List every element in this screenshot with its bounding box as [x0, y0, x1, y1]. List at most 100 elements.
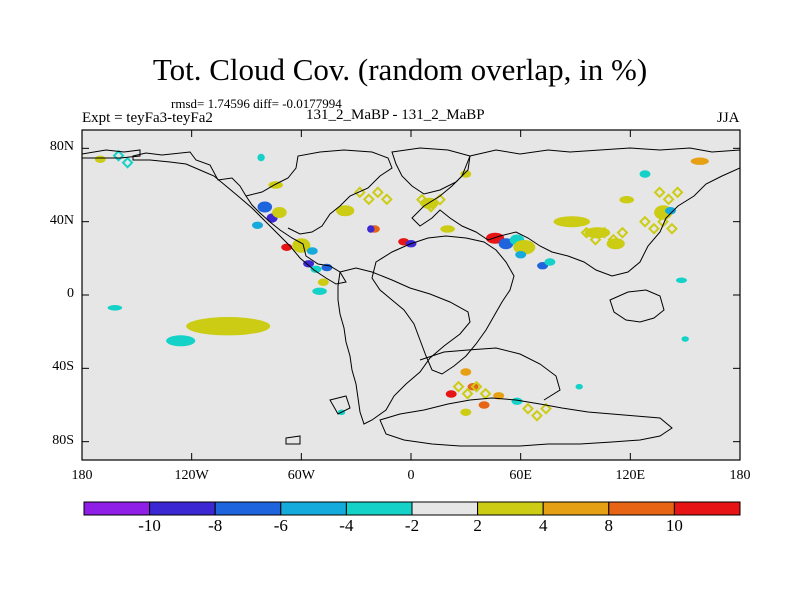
anomaly-blob-41 [676, 277, 687, 284]
y-tick-label-4: 80S [52, 432, 74, 448]
season-label: JJA [717, 110, 740, 126]
map-background [82, 130, 740, 460]
x-tick-label-3: 0 [407, 468, 415, 483]
coast-eurasia [411, 147, 740, 277]
colorbar-segment-7 [542, 501, 610, 516]
anomaly-blob-15 [268, 181, 284, 189]
diamond-0-3 [380, 193, 393, 206]
anomaly-blob-45 [445, 390, 457, 398]
diamond-1-1 [589, 233, 602, 246]
coastlines [82, 147, 740, 447]
colorbar-label-5: 2 [473, 516, 482, 535]
diamond-2-1 [648, 222, 660, 235]
diamond-1-3 [607, 233, 620, 246]
y-tick-label-1: 40N [49, 212, 74, 228]
anomaly-blob-26 [513, 240, 536, 255]
colorbar-label-8: 10 [665, 516, 683, 535]
anomaly-blob-14 [310, 265, 322, 273]
anomaly-blob-23 [486, 232, 505, 244]
colorbar-segment-8 [608, 501, 675, 516]
x-tick-label-4: 60E [509, 468, 532, 483]
diamond-5-0 [452, 380, 465, 393]
y-tick-label-3: 40S [52, 359, 74, 375]
colorbar-label-0: -10 [138, 516, 161, 535]
diamond-1-2 [598, 226, 611, 239]
anomaly-blob-50 [575, 383, 583, 390]
colorbar-segment-4 [345, 501, 413, 516]
colorbar-label-1: -8 [208, 516, 223, 535]
anomaly-blob-39 [94, 155, 106, 163]
diamond-6-1 [531, 409, 543, 422]
anomaly-blob-30 [553, 216, 591, 228]
diamond-1-0 [580, 226, 593, 239]
diamond-4-0 [653, 186, 666, 199]
diamond-0-2 [371, 186, 384, 199]
diamond-5-2 [470, 380, 483, 393]
x-tick-label-6: 180 [729, 468, 751, 483]
anomaly-blob-11 [303, 260, 315, 268]
colorbar-segment-1 [149, 501, 216, 516]
anomaly-blob-43 [460, 368, 472, 376]
coast-south-ridge [419, 347, 561, 401]
anomaly-blob-27 [515, 251, 527, 259]
anomaly-blob-5 [257, 201, 273, 213]
anomaly-blob-0 [186, 317, 271, 336]
anomaly-blob-36 [690, 157, 709, 165]
coast-antarctica [379, 397, 673, 447]
axis-ticks [81, 130, 741, 460]
anomaly-blob-3 [312, 287, 327, 295]
case-label: 131_2_MaBP - 131_2_MaBP [306, 107, 485, 123]
x-tick-label-2: 60W [287, 468, 315, 483]
anomaly-blob-12 [306, 247, 318, 255]
diamond-2-0 [639, 215, 651, 228]
coast-north-america [132, 151, 347, 285]
anomaly-blob-7 [272, 207, 287, 218]
anomaly-blob-48 [460, 408, 472, 416]
anomaly-blob-8 [252, 221, 263, 229]
colorbar-segment-6 [477, 501, 544, 516]
anomaly-blob-18 [367, 225, 375, 233]
coast-africa [371, 235, 515, 375]
anomaly-blob-1 [166, 335, 196, 347]
anomaly-blob-24 [498, 238, 514, 250]
colorbar-label-6: 4 [538, 516, 548, 535]
y-tick-label-2: 0 [67, 286, 74, 301]
diamond-2-3 [666, 222, 678, 235]
anomaly-blob-16 [336, 205, 355, 217]
stats-label: rmsd= 1.74596 diff= -0.0177994 [171, 96, 342, 111]
anomaly-blob-35 [665, 207, 676, 215]
anomaly-blob-10 [292, 238, 311, 253]
colorbar-segment-0 [83, 501, 151, 516]
diamond-0-1 [362, 193, 375, 206]
x-tick-label-0: 180 [71, 468, 93, 483]
x-tick-label-1: 120W [174, 468, 209, 483]
experiment-label: Expt = teyFa3-teyFa2 [82, 110, 213, 126]
diamond-3-0 [416, 193, 428, 206]
diamond-6-2 [540, 402, 552, 415]
anomaly-blob-22 [440, 225, 455, 233]
colorbar-segment-5 [411, 501, 479, 516]
x-tick-label-5: 120E [615, 468, 646, 483]
anomaly-blob-47 [493, 392, 505, 400]
anomaly-blob-46 [478, 401, 490, 409]
colorbar-segment-9 [673, 501, 741, 516]
colorbar-segment-3 [280, 501, 347, 516]
coast-north-east [245, 149, 393, 235]
y-tick-label-0: 80N [49, 139, 74, 155]
colorbar-label-2: -6 [273, 516, 288, 535]
coast-australia [609, 289, 665, 323]
diamond-7-0 [112, 149, 125, 162]
coast-island-arctic [82, 149, 141, 159]
diamond-7-1 [121, 156, 134, 169]
map-title: Tot. Cloud Cov. (random overlap, in %) [152, 52, 648, 87]
anomaly-blob-42 [681, 336, 689, 342]
colorbar [83, 501, 741, 516]
diamond-1-4 [616, 226, 629, 239]
coast-island-south2 [329, 395, 351, 415]
diamond-4-2 [671, 186, 684, 199]
anomaly-blob-2 [107, 305, 123, 311]
diamond-3-1 [425, 200, 437, 213]
anomaly-blob-40 [257, 153, 265, 162]
colorbar-label-3: -4 [339, 516, 354, 535]
